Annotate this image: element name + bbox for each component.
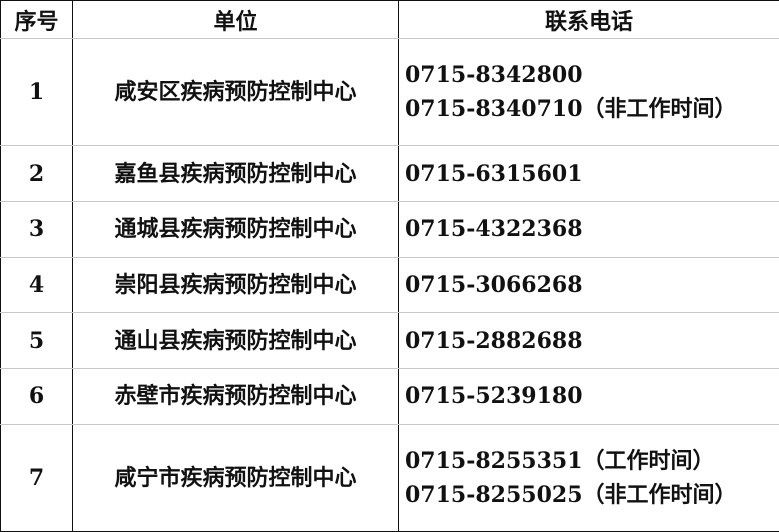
header-row: 序号 单位 联系电话 bbox=[0, 0, 779, 39]
row-unit: 嘉鱼县疾病预防控制中心 bbox=[72, 145, 399, 202]
table-row: 1 咸安区疾病预防控制中心 0715-8342800 0715-8340710（非工作… bbox=[0, 37, 779, 147]
row-unit: 通城县疾病预防控制中心 bbox=[72, 200, 399, 258]
header-unit: 单位 bbox=[72, 0, 399, 39]
table-row: 5 通山县疾病预防控制中心 0715-2882688 bbox=[0, 312, 779, 369]
table-row: 2 嘉鱼县疾病预防控制中心 0715-6315601 bbox=[0, 145, 779, 202]
row-unit: 咸安区疾病预防控制中心 bbox=[72, 37, 399, 147]
table-row: 6 赤壁市疾病预防控制中心 0715-5239180 bbox=[0, 367, 779, 425]
row-index: 1 bbox=[0, 37, 73, 147]
row-index: 6 bbox=[0, 367, 73, 425]
phone-number: 0715-4322368 bbox=[405, 216, 583, 243]
phone-number: 0715-6315601 bbox=[405, 160, 583, 187]
phone-number: 0715-8255351（工作时间） bbox=[405, 447, 715, 474]
row-index: 3 bbox=[0, 200, 73, 258]
row-unit: 通山县疾病预防控制中心 bbox=[72, 312, 399, 369]
row-phones: 0715-4322368 bbox=[398, 200, 779, 258]
row-index: 4 bbox=[0, 256, 73, 314]
phone-number: 0715-8342800 bbox=[405, 62, 583, 89]
row-index: 5 bbox=[0, 312, 73, 369]
phone-number: 0715-5239180 bbox=[405, 383, 583, 410]
row-phones: 0715-6315601 bbox=[398, 145, 779, 202]
phone-number: 0715-3066268 bbox=[405, 271, 583, 298]
row-unit: 咸宁市疾病预防控制中心 bbox=[72, 423, 399, 532]
table-row: 3 通城县疾病预防控制中心 0715-4322368 bbox=[0, 200, 779, 258]
phone-number: 0715-8255025（非工作时间） bbox=[405, 481, 737, 508]
phone-number: 0715-2882688 bbox=[405, 327, 583, 354]
row-phones: 0715-8255351（工作时间） 0715-8255025（非工作时间） bbox=[398, 423, 779, 532]
row-unit: 崇阳县疾病预防控制中心 bbox=[72, 256, 399, 314]
row-unit: 赤壁市疾病预防控制中心 bbox=[72, 367, 399, 425]
row-index: 7 bbox=[0, 423, 73, 532]
row-phones: 0715-8342800 0715-8340710（非工作时间） bbox=[398, 37, 779, 147]
phone-number: 0715-8340710（非工作时间） bbox=[405, 96, 737, 123]
row-phones: 0715-5239180 bbox=[398, 367, 779, 425]
header-index: 序号 bbox=[0, 0, 73, 39]
table-row: 4 崇阳县疾病预防控制中心 0715-3066268 bbox=[0, 256, 779, 314]
header-phone: 联系电话 bbox=[398, 0, 779, 39]
row-phones: 0715-2882688 bbox=[398, 312, 779, 369]
row-index: 2 bbox=[0, 145, 73, 202]
table-row: 7 咸宁市疾病预防控制中心 0715-8255351（工作时间） 0715-82550… bbox=[0, 423, 779, 532]
row-phones: 0715-3066268 bbox=[398, 256, 779, 314]
